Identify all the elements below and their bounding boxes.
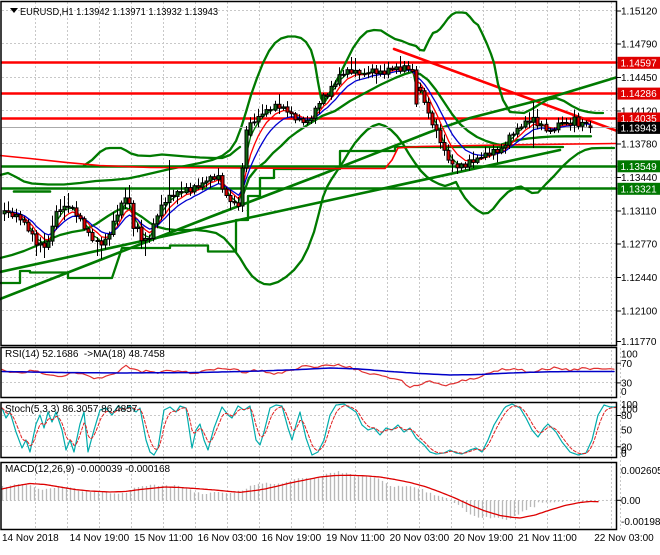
svg-text:1.12440: 1.12440 bbox=[621, 273, 658, 284]
svg-text:1.11770: 1.11770 bbox=[621, 337, 657, 348]
svg-text:0.00: 0.00 bbox=[621, 496, 641, 507]
svg-text:1.14450: 1.14450 bbox=[621, 73, 658, 84]
svg-text:16 Nov 03:00: 16 Nov 03:00 bbox=[198, 533, 258, 544]
svg-text:1.13780: 1.13780 bbox=[621, 140, 658, 151]
svg-text:1.13943: 1.13943 bbox=[621, 124, 658, 135]
svg-text:1.15120: 1.15120 bbox=[621, 7, 658, 18]
svg-text:21 Nov 11:00: 21 Nov 11:00 bbox=[518, 533, 577, 544]
svg-text:50: 50 bbox=[621, 426, 633, 437]
svg-text:0: 0 bbox=[621, 449, 627, 460]
svg-text:15 Nov 11:00: 15 Nov 11:00 bbox=[134, 533, 193, 544]
svg-text:1.12100: 1.12100 bbox=[621, 307, 658, 318]
svg-text:0.002605: 0.002605 bbox=[621, 466, 660, 477]
svg-text:1.12770: 1.12770 bbox=[621, 240, 658, 251]
svg-text:1.13110: 1.13110 bbox=[621, 207, 657, 218]
svg-text:1.14790: 1.14790 bbox=[621, 40, 658, 51]
svg-text:EURUSD,H1 1.13942 1.13971 1.13: EURUSD,H1 1.13942 1.13971 1.13932 1.1394… bbox=[20, 7, 218, 18]
svg-text:70: 70 bbox=[621, 359, 633, 370]
svg-text:20 Nov 03:00: 20 Nov 03:00 bbox=[390, 533, 450, 544]
svg-text:20 Nov 19:00: 20 Nov 19:00 bbox=[454, 533, 514, 544]
svg-text:1.14597: 1.14597 bbox=[621, 58, 658, 69]
svg-text:14 Nov 19:00: 14 Nov 19:00 bbox=[70, 533, 130, 544]
svg-text:RSI(14) 52.1686 ->MA(18) 48.7: RSI(14) 52.1686 ->MA(18) 48.7458 bbox=[5, 349, 165, 360]
svg-text:1.13549: 1.13549 bbox=[621, 162, 658, 173]
svg-text:-0.001982: -0.001982 bbox=[621, 517, 660, 528]
svg-text:14 Nov 2018: 14 Nov 2018 bbox=[2, 533, 59, 544]
svg-text:80: 80 bbox=[621, 411, 633, 422]
svg-text:1.13440: 1.13440 bbox=[621, 173, 658, 184]
svg-text:Stoch(5,3,3) 86.3057 86.4857: Stoch(5,3,3) 86.3057 86.4857 bbox=[5, 404, 138, 415]
svg-text:19 Nov 11:00: 19 Nov 11:00 bbox=[326, 533, 385, 544]
svg-text:16 Nov 19:00: 16 Nov 19:00 bbox=[262, 533, 322, 544]
svg-text:1.13321: 1.13321 bbox=[621, 184, 658, 195]
svg-text:22 Nov 03:00: 22 Nov 03:00 bbox=[594, 533, 654, 544]
svg-text:1.14286: 1.14286 bbox=[621, 89, 658, 100]
svg-text:MACD(12,26,9) -0.000039 -0.000: MACD(12,26,9) -0.000039 -0.000168 bbox=[5, 464, 171, 475]
svg-text:0: 0 bbox=[621, 387, 627, 398]
